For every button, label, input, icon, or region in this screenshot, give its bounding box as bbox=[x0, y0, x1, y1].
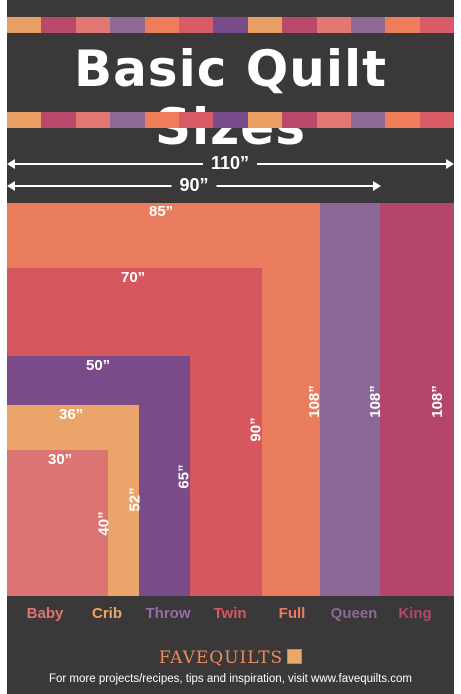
bottom-stripe bbox=[7, 112, 454, 128]
stripe-segment bbox=[247, 17, 283, 33]
twin-length-label: 90” bbox=[247, 417, 265, 442]
top-stripe bbox=[7, 17, 454, 33]
full-length-label: 108” bbox=[305, 385, 323, 418]
stripe-segment bbox=[213, 17, 248, 33]
stripe-segment bbox=[385, 112, 420, 128]
stripe-segment bbox=[178, 17, 214, 33]
dimension-110-label: 110” bbox=[202, 153, 258, 174]
stripe-segment bbox=[247, 112, 283, 128]
crib-length-label: 52” bbox=[126, 487, 144, 512]
dimension-90-label: 90” bbox=[171, 175, 217, 196]
stripe-segment bbox=[144, 112, 179, 128]
stripe-segment bbox=[316, 112, 351, 128]
quilt-king bbox=[380, 203, 454, 596]
quilt-square-icon bbox=[287, 649, 303, 664]
baby-length-label: 40” bbox=[95, 511, 113, 536]
footer-text: For more projects/recipes, tips and insp… bbox=[48, 673, 413, 685]
throw-width-label: 50” bbox=[86, 357, 111, 374]
crib-width-label: 36” bbox=[59, 406, 84, 423]
stripe-segment bbox=[41, 17, 76, 33]
stripe-segment bbox=[110, 17, 145, 33]
king-length-label: 108” bbox=[428, 385, 446, 418]
legend-full: Full bbox=[278, 605, 306, 622]
stripe-segment bbox=[419, 17, 454, 33]
quilt-queen bbox=[320, 203, 380, 596]
legend-queen: Queen bbox=[330, 605, 378, 622]
legend-king: King bbox=[398, 605, 432, 622]
stripe-segment bbox=[144, 17, 179, 33]
full-width-label: 85” bbox=[149, 203, 174, 220]
legend-twin: Twin bbox=[213, 605, 247, 622]
stripe-segment bbox=[75, 17, 111, 33]
legend: Baby Crib Throw Twin Full Queen King bbox=[7, 605, 454, 625]
stripe-segment bbox=[350, 112, 386, 128]
stripe-segment bbox=[385, 17, 420, 33]
stripe-segment bbox=[282, 112, 317, 128]
legend-baby: Baby bbox=[26, 605, 64, 622]
stripe-segment bbox=[350, 17, 386, 33]
brand-logo: FAVEQUILTS bbox=[7, 648, 454, 668]
brand-name: FAVEQUILTS bbox=[158, 648, 284, 668]
baby-width-label: 30” bbox=[48, 451, 73, 468]
stripe-segment bbox=[178, 112, 214, 128]
stripe-segment bbox=[419, 112, 454, 128]
legend-crib: Crib bbox=[92, 605, 122, 622]
stripe-segment bbox=[7, 112, 42, 128]
stripe-segment bbox=[282, 17, 317, 33]
stripe-segment bbox=[41, 112, 76, 128]
poster: Basic Quilt Sizes 110” 90” 85” 70” 50” 3… bbox=[7, 0, 454, 694]
page-title: Basic Quilt Sizes bbox=[73, 40, 388, 156]
quilt-baby bbox=[7, 450, 108, 596]
stripe-segment bbox=[110, 112, 145, 128]
throw-length-label: 65” bbox=[175, 464, 193, 489]
twin-width-label: 70” bbox=[121, 269, 146, 286]
stripe-segment bbox=[7, 17, 42, 33]
stripe-segment bbox=[316, 17, 351, 33]
stripe-segment bbox=[213, 112, 248, 128]
legend-throw: Throw bbox=[145, 605, 191, 622]
queen-length-label: 108” bbox=[366, 385, 384, 418]
stripe-segment bbox=[75, 112, 111, 128]
